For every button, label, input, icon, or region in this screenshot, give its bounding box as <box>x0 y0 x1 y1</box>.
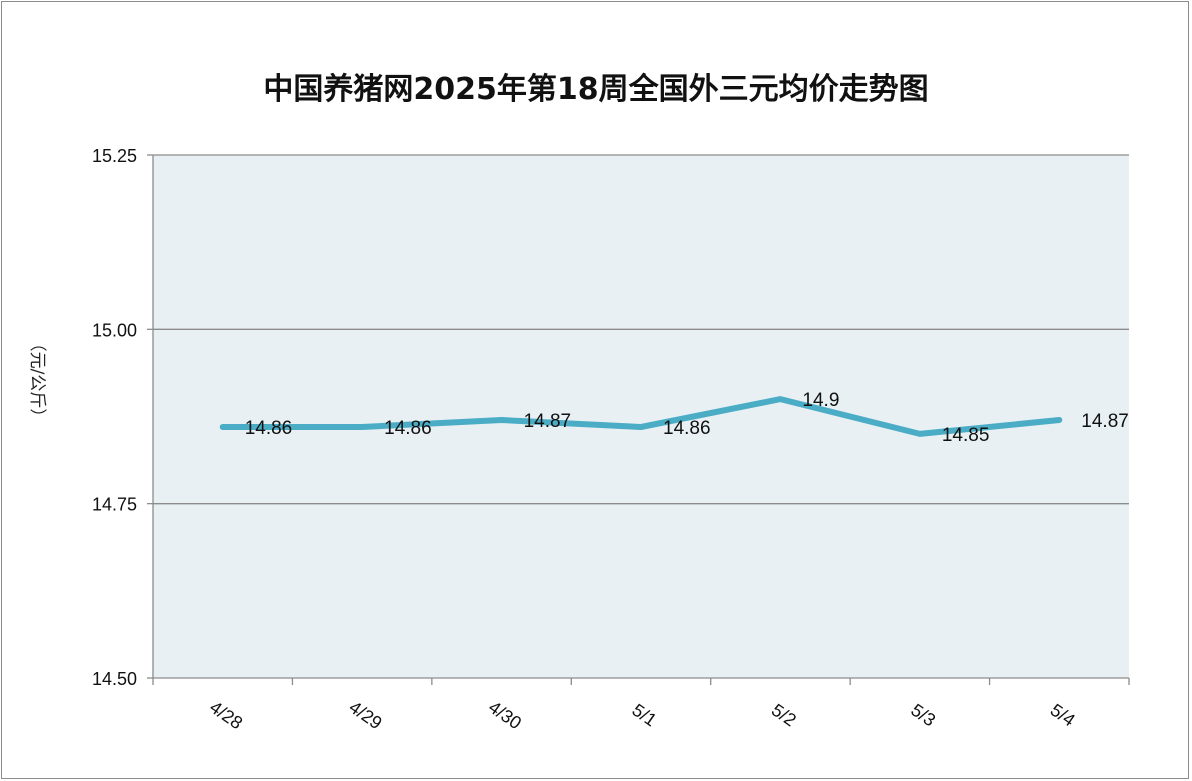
y-tick-label: 15.25 <box>92 146 137 166</box>
y-tick-label: 14.75 <box>92 495 137 515</box>
x-tick-label: 4/28 <box>206 697 246 733</box>
data-label: 14.86 <box>663 418 711 439</box>
series-line <box>219 396 1063 437</box>
x-tick-label: 5/4 <box>1047 700 1079 731</box>
plot-area <box>153 155 1129 678</box>
y-tick-label: 14.50 <box>92 669 137 689</box>
gridlines <box>147 154 1129 679</box>
x-tick-label: 4/30 <box>485 697 525 733</box>
x-tick-labels: 4/28 4/29 4/30 5/1 5/2 5/3 5/4 <box>206 697 1079 733</box>
y-tick-labels: 14.50 14.75 15.00 15.25 <box>92 146 137 689</box>
x-tick-label: 5/3 <box>907 700 939 731</box>
data-label: 14.86 <box>384 418 432 439</box>
chart-title: 中国养猪网2025年第18周全国外三元均价走势图 <box>263 72 929 107</box>
data-label: 14.86 <box>245 418 293 439</box>
x-tick-label: 5/2 <box>768 700 800 731</box>
data-labels: 14.86 14.86 14.87 14.86 14.9 14.85 14.87 <box>245 390 1129 446</box>
axes <box>152 155 1130 685</box>
data-label: 14.87 <box>524 411 572 432</box>
data-label: 14.85 <box>942 425 990 446</box>
y-tick-label: 15.00 <box>92 320 137 340</box>
x-tick-label: 5/1 <box>628 700 660 731</box>
data-label: 14.9 <box>802 390 839 411</box>
data-label: 14.87 <box>1081 411 1129 432</box>
x-tick-label: 4/29 <box>345 697 385 733</box>
